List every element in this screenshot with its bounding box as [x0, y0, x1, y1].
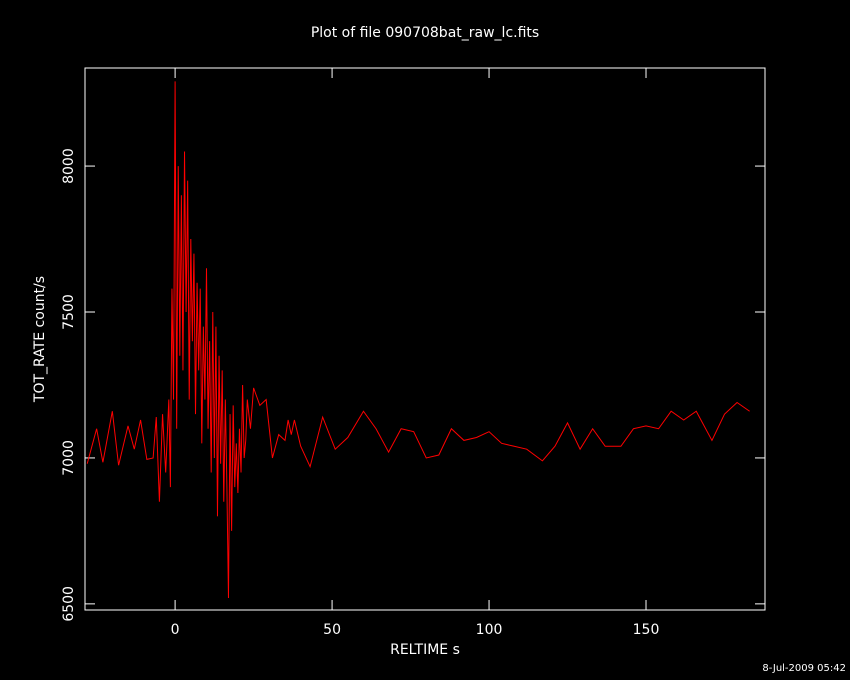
- y-tick-label: 7500: [61, 294, 77, 330]
- y-tick-label: 7000: [61, 440, 77, 476]
- footer: 8-Jul-2009 05:42: [762, 663, 846, 674]
- light-curve: [86, 81, 750, 599]
- y-axis-label: TOT_RATE count/s: [32, 276, 48, 403]
- x-tick-label: 150: [633, 622, 660, 638]
- x-tick-label: 0: [171, 622, 180, 638]
- y-tick-label: 6500: [61, 586, 77, 622]
- plot-frame: [84, 67, 766, 611]
- x-tick-label: 50: [323, 622, 341, 638]
- x-tick-label: 100: [476, 622, 503, 638]
- x-axis-label: RELTIME s: [390, 642, 460, 658]
- chart-title: Plot of file 090708bat_raw_lc.fits: [311, 25, 539, 41]
- y-tick-label: 8000: [61, 148, 77, 184]
